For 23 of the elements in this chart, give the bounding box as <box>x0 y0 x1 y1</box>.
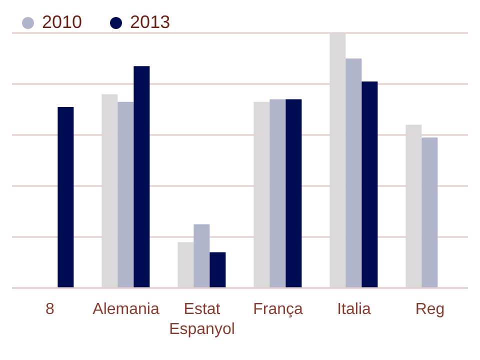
x-tick-label: França <box>253 301 303 318</box>
bar <box>118 102 134 288</box>
x-tick-label: Italia <box>337 301 371 318</box>
bar <box>194 224 210 288</box>
bar <box>270 99 286 288</box>
x-tick-label: Alemania <box>92 301 160 318</box>
bar <box>286 99 302 288</box>
x-tick-label: Estat Espanyol <box>169 301 235 338</box>
legend-label: 2010 <box>41 12 82 33</box>
bar <box>134 66 150 288</box>
bar <box>330 33 346 288</box>
bar <box>210 252 226 288</box>
x-tick-label: 8 <box>46 301 55 318</box>
bar <box>346 58 362 288</box>
bar <box>406 124 422 288</box>
bar <box>362 81 378 288</box>
x-tick-label: Reg <box>415 301 445 318</box>
bar <box>102 94 118 288</box>
bar <box>178 242 194 288</box>
legend-label: 2013 <box>129 12 170 33</box>
bar <box>254 102 270 288</box>
bar <box>422 138 438 288</box>
bar <box>58 106 74 288</box>
